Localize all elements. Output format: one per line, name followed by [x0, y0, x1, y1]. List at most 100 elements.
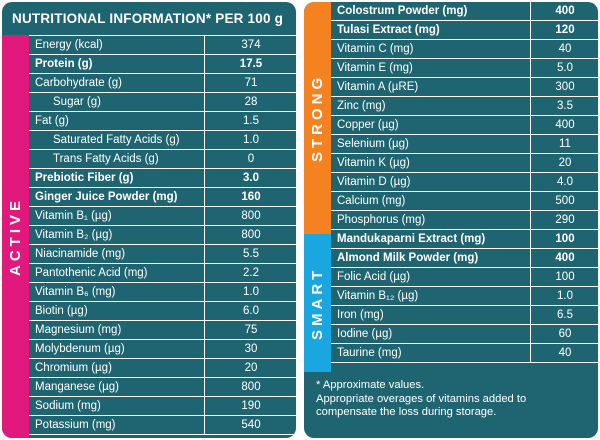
nutrient-name: Pantothenic Acid (mg) [35, 267, 148, 279]
nutrient-row: Fat (g) 1.5 [29, 112, 296, 131]
nutrient-value: 28 [244, 96, 258, 108]
nutrient-name: Sugar (g) [53, 96, 101, 108]
column-divider [204, 207, 205, 225]
nutrient-value: 120 [555, 24, 575, 36]
nutrient-value: 40 [558, 347, 572, 359]
nutrient-name: Calcium (mg) [337, 195, 406, 207]
nutrient-value: 60 [558, 328, 572, 340]
strong-section-band: STRONG [304, 2, 331, 234]
nutrient-value: 5.5 [243, 248, 259, 260]
nutrient-value: 300 [555, 81, 575, 93]
nutrient-row: Prebiotic Fiber (g) 3.0 [29, 169, 296, 188]
column-divider [204, 36, 205, 54]
nutrient-name: Vitamin A (µRE) [337, 81, 419, 93]
nutrient-row: Iron (mg) 6.5 [331, 306, 598, 325]
nutrient-value: 40 [558, 43, 572, 55]
nutrient-name: Vitamin B₁₂ (µg) [337, 290, 419, 302]
nutrient-row: Folic Acid (µg) 100 [331, 268, 598, 287]
nutrient-value: 17.5 [239, 58, 263, 70]
nutrient-row: Magnesium (mg) 75 [29, 321, 296, 340]
nutrient-value: 4.0 [557, 176, 573, 188]
nutrient-name: Vitamin B₂ (µg) [35, 229, 113, 241]
nutrient-row: Carbohydrate (g) 71 [29, 74, 296, 93]
column-divider [204, 131, 205, 149]
nutrient-value: 30 [244, 343, 258, 355]
nutrient-value: 3.0 [243, 172, 259, 184]
nutrient-row: Zinc (mg) 3.5 [331, 97, 598, 116]
nutrient-row: Iodine (µg) 60 [331, 325, 598, 344]
nutrient-name: Folic Acid (µg) [337, 271, 411, 283]
nutrient-value: 1.0 [243, 286, 259, 298]
nutrition-panel-right: STRONG SMART Colostrum Powder (mg) 400 Tul… [304, 2, 598, 438]
footnote-line: Appropriate overages of vitamins added t… [316, 392, 527, 405]
nutrient-name: Biotin (µg) [35, 305, 88, 317]
nutrient-value: 6.0 [243, 305, 259, 317]
nutrient-name: Potassium (mg) [35, 419, 116, 431]
column-divider [204, 302, 205, 320]
nutrient-row: Protein (g) 17.5 [29, 55, 296, 74]
nutrient-name: Magnesium (mg) [35, 324, 122, 336]
nutrient-row: Vitamin D (µg) 4.0 [331, 173, 598, 192]
nutrient-row: Ginger Juice Powder (mg) 160 [29, 188, 296, 207]
nutrient-name: Copper (µg) [337, 119, 399, 131]
nutrient-row: Vitamin A (µRE) 300 [331, 78, 598, 97]
nutrient-name: Saturated Fatty Acids (g) [53, 134, 180, 146]
nutrient-value: 100 [555, 233, 575, 245]
nutrient-value: 400 [555, 119, 575, 131]
nutrient-name: Taurine (mg) [337, 347, 402, 359]
column-divider [530, 325, 531, 343]
nutrient-row: Vitamin B₁₂ (µg) 1.0 [331, 287, 598, 306]
nutrient-name: Tulasi Extract (mg) [337, 24, 440, 36]
column-divider [204, 416, 205, 434]
column-divider [530, 344, 531, 362]
nutrient-row: Trans Fatty Acids (g) 0 [29, 150, 296, 169]
column-divider [530, 287, 531, 305]
nutrient-value: 800 [241, 210, 261, 222]
column-divider [204, 150, 205, 168]
column-divider [530, 154, 531, 172]
nutrient-row: Molybdenum (µg) 30 [29, 340, 296, 359]
nutrient-value: 71 [244, 77, 258, 89]
nutrient-row: Vitamin B₁ (µg) 800 [29, 207, 296, 226]
column-divider [530, 97, 531, 115]
nutrient-value: 5.0 [557, 62, 573, 74]
panel-title: NUTRITIONAL INFORMATION* PER 100 g [12, 11, 284, 26]
nutrient-row: Phosphorus (mg) 290 [331, 211, 598, 230]
nutrient-row: Energy (kcal) 374 [29, 36, 296, 55]
nutrient-row: Pantothenic Acid (mg) 2.2 [29, 264, 296, 283]
nutrient-name: Colostrum Powder (mg) [337, 5, 468, 17]
nutrient-row: Almond Milk Powder (mg) 400 [331, 249, 598, 268]
nutrient-value: 400 [555, 5, 575, 17]
nutrient-value: 540 [241, 419, 261, 431]
nutrient-name: Protein (g) [35, 58, 93, 70]
column-divider [530, 306, 531, 324]
column-divider [530, 230, 531, 248]
nutrient-row: Vitamin B₂ (µg) 800 [29, 226, 296, 245]
nutrient-name: Molybdenum (µg) [35, 343, 125, 355]
nutrient-name: Zinc (mg) [337, 100, 386, 112]
column-divider [530, 40, 531, 58]
nutrient-value: 800 [241, 381, 261, 393]
nutrient-name: Sodium (mg) [35, 400, 101, 412]
footnote-line: * Approximate values. [316, 379, 425, 391]
nutrient-value: 800 [241, 229, 261, 241]
nutrient-name: Niacinamide (mg) [35, 248, 126, 260]
column-divider [530, 116, 531, 134]
nutrient-name: Vitamin B₁ (µg) [35, 210, 112, 222]
nutrient-name: Vitamin K (µg) [337, 157, 410, 169]
nutrient-name: Ginger Juice Powder (mg) [35, 191, 178, 203]
nutrient-name: Trans Fatty Acids (g) [53, 153, 159, 165]
nutrient-value: 20 [558, 157, 572, 169]
column-divider [530, 135, 531, 153]
nutrient-row: Saturated Fatty Acids (g) 1.0 [29, 131, 296, 150]
nutrition-panel-left: NUTRITIONAL INFORMATION* PER 100 g ACTIV… [2, 2, 296, 438]
smart-section-label: SMART [309, 266, 326, 340]
column-divider [204, 93, 205, 111]
nutrient-row: Vitamin C (mg) 40 [331, 40, 598, 59]
nutrient-value: 400 [555, 252, 575, 264]
column-divider [530, 2, 531, 20]
nutrient-value: 6.5 [557, 309, 573, 321]
nutrient-name: Iodine (µg) [337, 328, 393, 340]
column-divider [204, 55, 205, 73]
nutrient-value: 374 [241, 39, 261, 51]
